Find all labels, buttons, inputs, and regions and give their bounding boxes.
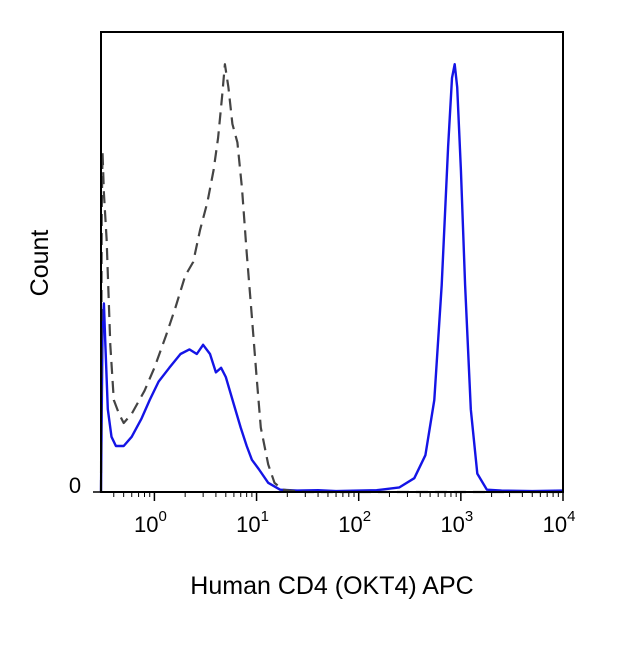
histogram-series-line-solid [99,63,564,493]
x-tick-label: 101 [236,508,269,537]
x-tick-label: 103 [440,508,473,537]
series-layer [99,63,564,494]
x-tick-label: 104 [543,508,576,537]
x-tick-label: 102 [338,508,371,537]
x-axis-label: Human CD4 (OKT4) APC [190,572,473,600]
x-axis-ticks: 100 101 102 103 104 [113,492,576,537]
y-axis-label: Count [26,230,54,297]
y-tick-label: 0 [69,473,81,498]
histogram-series-line-dashed [99,63,563,494]
plot-frame [100,31,564,493]
x-tick-label: 100 [134,508,167,537]
y-axis-ticks: 0 [69,473,101,498]
